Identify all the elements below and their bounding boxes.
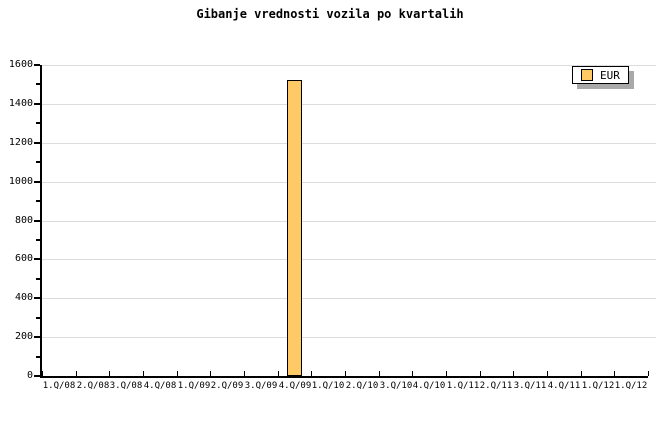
y-axis-label: 600 [14,253,33,264]
y-tick-major [34,336,40,338]
y-axis-label: 0 [26,370,33,381]
y-tick-minor [36,317,40,319]
y-tick-minor [36,239,40,241]
chart-title: Gibanje vrednosti vozila po kvartalih [196,7,464,21]
y-tick-minor [36,200,40,202]
y-tick-minor [36,278,40,280]
x-axis-label: 3.Q/09 [244,381,278,391]
y-gridline [42,298,656,299]
y-axis-label: 400 [14,292,33,303]
x-axis-label: 1.Q/12 [614,381,648,391]
x-tick [446,371,447,376]
y-tick-major [34,103,40,105]
x-tick [109,371,110,376]
legend-swatch-icon [581,69,593,81]
x-tick [143,371,144,376]
x-axis-label: 2.Q/10 [345,381,379,391]
legend-box: EUR [572,66,629,84]
x-axis-label: 1.Q/10 [311,381,345,391]
y-axis-label: 800 [14,215,33,226]
y-axis-label: 1400 [8,98,33,109]
x-tick [614,371,615,376]
x-axis-label: 2.Q/09 [210,381,244,391]
x-axis-label: 4.Q/11 [547,381,581,391]
x-axis-label: 2.Q/08 [76,381,110,391]
y-tick-minor [36,122,40,124]
x-axis-label: 1.Q/12 [581,381,615,391]
y-tick-minor [36,161,40,163]
y-gridline [42,259,656,260]
x-axis-label: 1.Q/09 [177,381,211,391]
y-gridline [42,104,656,105]
y-tick-major [34,258,40,260]
x-axis-label: 4.Q/09 [278,381,312,391]
x-tick [648,371,649,376]
y-axis-label: 1600 [8,59,33,70]
y-tick-major [34,297,40,299]
x-tick [480,371,481,376]
x-tick [581,371,582,376]
x-tick [177,371,178,376]
y-tick-major [34,64,40,66]
x-tick [42,371,43,376]
y-axis-label: 1200 [8,137,33,148]
y-gridline [42,182,656,183]
x-axis-label: 4.Q/08 [143,381,177,391]
x-axis-label: 3.Q/11 [513,381,547,391]
y-tick-minor [36,356,40,358]
y-axis-line [40,65,42,378]
y-gridline [42,143,656,144]
x-axis-line [40,376,648,378]
y-tick-major [34,220,40,222]
y-axis-label: 200 [14,331,33,342]
legend-series-label: EUR [600,68,620,82]
y-gridline [42,221,656,222]
x-tick [547,371,548,376]
y-tick-minor [36,83,40,85]
y-tick-major [34,142,40,144]
bar-eur [287,80,302,376]
x-tick [244,371,245,376]
x-tick [210,371,211,376]
y-axis-label: 1000 [8,176,33,187]
x-axis-label: 1.Q/11 [446,381,480,391]
x-tick [311,371,312,376]
x-tick [76,371,77,376]
x-tick [379,371,380,376]
y-tick-major [34,375,40,377]
x-tick [345,371,346,376]
x-axis-label: 3.Q/10 [379,381,413,391]
x-tick [412,371,413,376]
x-axis-label: 2.Q/11 [479,381,513,391]
x-axis-label: 4.Q/10 [412,381,446,391]
x-axis-label: 1.Q/08 [42,381,76,391]
x-axis-label: 3.Q/08 [109,381,143,391]
y-gridline [42,337,656,338]
x-tick [513,371,514,376]
y-tick-major [34,181,40,183]
x-tick [278,371,279,376]
y-gridline [42,65,656,66]
